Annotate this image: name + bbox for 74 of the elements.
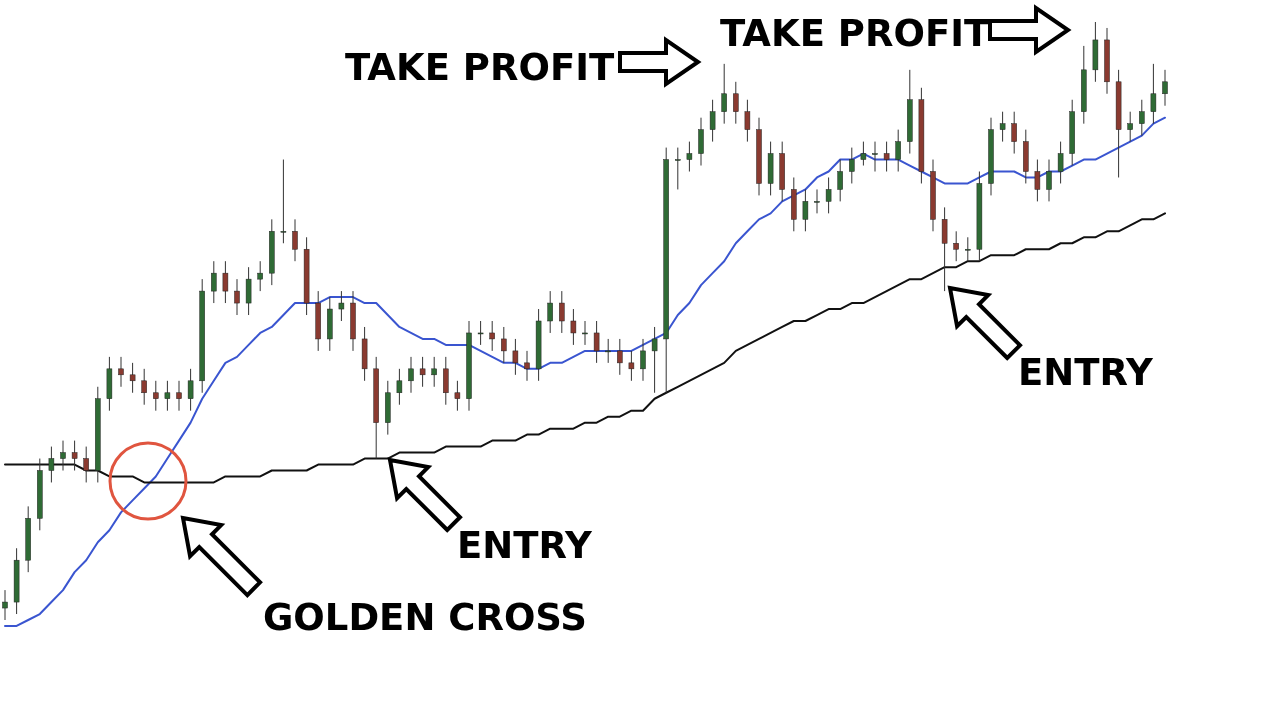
candlestick — [477, 320, 484, 346]
candlestick — [211, 260, 217, 304]
candlestick — [941, 206, 948, 292]
candlestick — [2, 589, 8, 621]
candlestick — [129, 362, 136, 394]
candlestick — [802, 188, 809, 232]
candlestick — [547, 290, 553, 334]
annotation: TAKE PROFIT — [345, 46, 615, 89]
candlestick — [640, 338, 646, 382]
annotation: ENTRY — [457, 524, 593, 567]
candlestick — [1127, 111, 1133, 143]
candlestick — [234, 278, 240, 316]
candlestick — [118, 356, 124, 388]
candlestick — [965, 236, 971, 262]
candlestick — [83, 446, 89, 483]
candlestick — [675, 147, 681, 190]
candlestick — [570, 308, 577, 346]
candlestick — [141, 368, 147, 406]
candlestick — [280, 159, 287, 244]
candlestick — [71, 440, 78, 471]
candlestick — [187, 368, 194, 412]
candlestick — [524, 350, 530, 382]
candlestick — [721, 63, 727, 125]
candlestick — [292, 218, 298, 262]
candlestick — [849, 147, 855, 184]
candlestick — [651, 326, 658, 394]
candlestick — [953, 230, 959, 262]
candlestick — [222, 260, 229, 304]
candlestick — [698, 117, 704, 167]
candlestick — [454, 380, 461, 412]
candlestick — [419, 356, 426, 388]
candlestick — [559, 290, 565, 334]
candlestick — [605, 338, 611, 364]
candlestick — [1139, 99, 1145, 137]
candlestick — [176, 380, 182, 412]
candlestick — [628, 350, 635, 382]
candlestick — [164, 380, 171, 412]
candlestick — [814, 188, 820, 214]
candlestick — [999, 111, 1006, 143]
annotation: GOLDEN CROSS — [263, 596, 587, 639]
candlestick — [582, 320, 588, 346]
annotation: ENTRY — [1018, 351, 1154, 394]
candlestick — [1057, 141, 1064, 184]
candlestick — [512, 338, 519, 376]
candlestick — [825, 176, 832, 214]
candlestick — [617, 338, 623, 376]
candlestick — [709, 99, 716, 143]
candlestick — [60, 440, 66, 471]
candlestick — [883, 141, 890, 172]
candlestick — [443, 356, 449, 406]
candlestick — [1046, 159, 1052, 202]
candlestick — [895, 129, 901, 172]
candlestick — [245, 266, 252, 316]
candlestick — [501, 326, 507, 364]
candlestick — [489, 320, 495, 352]
candlestick — [1150, 63, 1157, 125]
candlestick — [431, 356, 437, 388]
candlestick — [872, 141, 878, 172]
candlestick — [338, 290, 345, 322]
candlestick — [733, 81, 739, 125]
candlestick — [153, 380, 159, 412]
candlestick — [1034, 159, 1041, 202]
candlestick — [1011, 111, 1017, 155]
annotation: TAKE PROFIT — [720, 12, 990, 55]
candlestick — [860, 141, 867, 167]
candlestick — [396, 368, 403, 406]
candlestick — [408, 356, 414, 394]
candlestick — [257, 260, 263, 292]
candlestick — [744, 99, 751, 143]
candlestick — [593, 320, 600, 364]
candlestick — [686, 141, 693, 172]
candlestick — [1162, 69, 1168, 107]
candlestick — [837, 159, 843, 202]
candlestick — [48, 446, 55, 483]
